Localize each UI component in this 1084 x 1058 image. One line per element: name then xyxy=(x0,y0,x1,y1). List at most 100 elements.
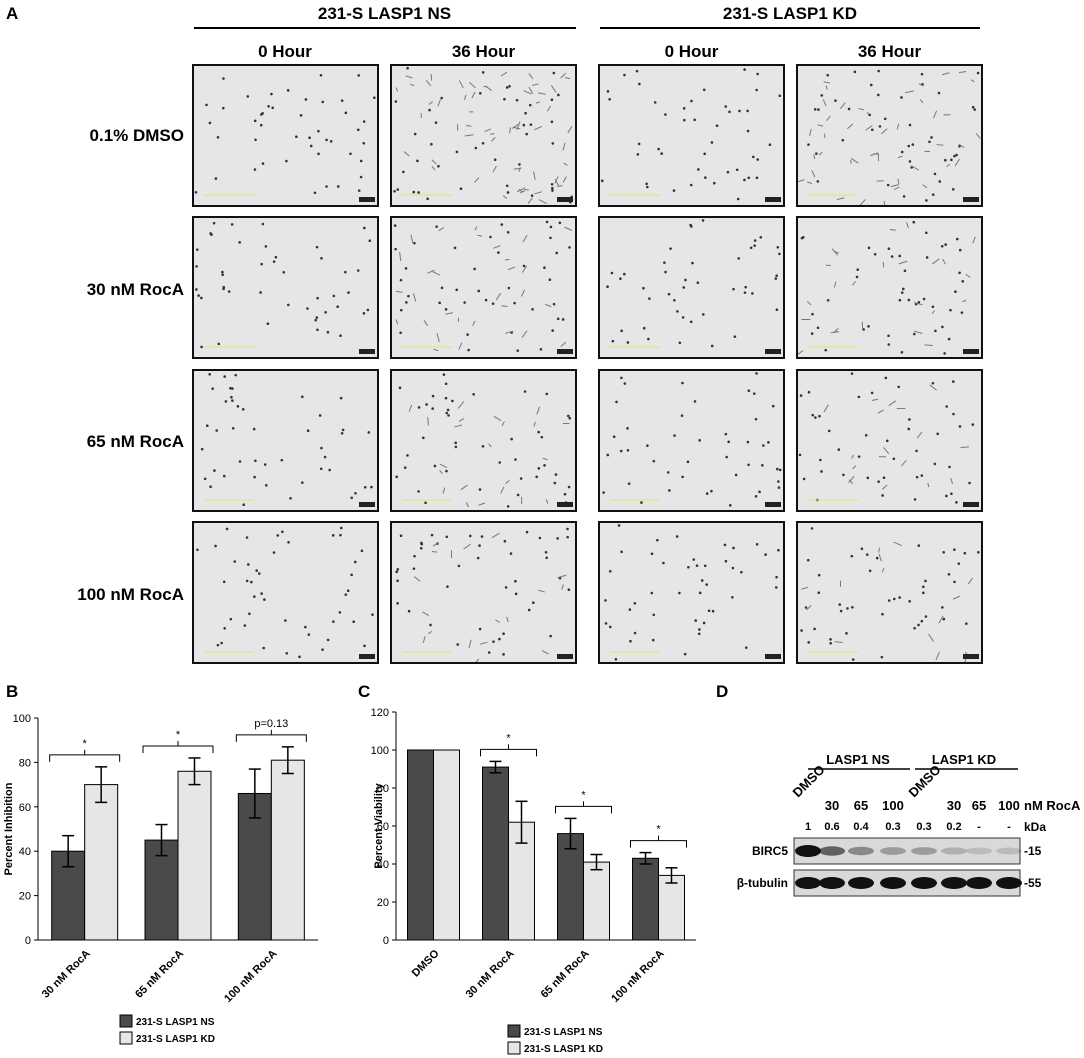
significance-bracket xyxy=(142,745,214,753)
micrograph-65nm-kd-0h xyxy=(598,369,785,512)
western-blot: LASP1 NS LASP1 KDDMSO1300.6650.41000.3DMS… xyxy=(737,752,1081,897)
quant-value: 1 xyxy=(805,821,811,833)
panel-label-c: C xyxy=(358,682,371,701)
y-tick-label: 120 xyxy=(371,707,389,719)
micrograph-30nm-kd-36h xyxy=(796,216,983,359)
lane-label: 100 xyxy=(882,798,904,813)
band xyxy=(911,847,937,855)
y-tick-label: 40 xyxy=(19,846,31,858)
group-line-kd xyxy=(600,27,980,29)
micrograph-100nm-ns-0h xyxy=(192,521,379,664)
band xyxy=(819,846,845,856)
lane-label: 100 xyxy=(998,798,1020,813)
band xyxy=(941,877,967,889)
band-kda: -55 xyxy=(1024,876,1042,890)
significance-label: * xyxy=(581,789,586,801)
x-tick-label: 100 nM RocA xyxy=(609,948,666,1005)
significance-bracket xyxy=(630,840,687,848)
bar xyxy=(433,749,460,941)
panel-label-d: D xyxy=(716,682,729,701)
band-kda: -15 xyxy=(1024,844,1042,858)
band xyxy=(819,877,845,889)
x-tick-label: DMSO xyxy=(410,947,442,979)
significance-label: * xyxy=(83,738,88,750)
micrograph-30nm-ns-0h xyxy=(192,216,379,359)
quant-value: 0.4 xyxy=(853,821,869,833)
band xyxy=(848,877,874,889)
row-label-65nm: 65 nM RocA xyxy=(86,432,184,451)
micrograph-100nm-kd-0h xyxy=(598,521,785,664)
y-tick-label: 40 xyxy=(377,859,389,871)
col-header-ns-0h: 0 Hour xyxy=(258,42,312,61)
x-tick-label: 100 nM RocA xyxy=(222,948,279,1005)
micrograph-dmso-kd-36h xyxy=(796,64,983,207)
y-tick-label: 100 xyxy=(13,713,31,725)
x-tick-label: 65 nM RocA xyxy=(539,948,592,1001)
y-tick-label: 20 xyxy=(377,897,389,909)
micrograph-dmso-ns-36h xyxy=(390,64,577,207)
lane-label: 30 xyxy=(825,798,839,813)
lane-label: DMSO xyxy=(790,762,828,800)
x-tick-label: 30 nM RocA xyxy=(40,948,93,1001)
lane-label: 65 xyxy=(854,798,868,813)
blot-group-kd: LASP1 KD xyxy=(932,752,996,767)
quant-value: 0.3 xyxy=(916,821,931,833)
micrograph-dmso-kd-0h xyxy=(598,64,785,207)
quant-value: 0.3 xyxy=(885,821,900,833)
bar xyxy=(237,792,272,941)
band xyxy=(795,845,821,857)
micrograph-65nm-kd-36h xyxy=(796,369,983,512)
band xyxy=(880,847,906,855)
significance-label: p=0.13 xyxy=(254,718,288,730)
micrograph-30nm-kd-0h xyxy=(598,216,785,359)
band xyxy=(848,846,874,856)
chart-percent-inhibition: 0 20 40 60 80 100 Percent Inhibition * 30 nM Roc… xyxy=(3,713,318,1045)
y-axis-label: Percent Viability xyxy=(373,782,385,868)
y-tick-label: 0 xyxy=(25,935,31,947)
bar xyxy=(84,784,119,941)
bar xyxy=(632,857,659,941)
chart-percent-viability: 0 20 40 60 80 100 120 Percent Viability DMSO * 30 … xyxy=(371,707,696,1055)
significance-bracket xyxy=(49,754,121,762)
bar xyxy=(482,766,509,941)
quant-value: - xyxy=(977,821,981,833)
row-label-100nm: 100 nM RocA xyxy=(77,585,184,604)
significance-bracket xyxy=(480,748,537,757)
bar xyxy=(583,861,610,941)
legend-swatch xyxy=(119,1031,133,1045)
bar xyxy=(270,759,305,941)
col-header-kd-36h: 36 Hour xyxy=(857,42,922,61)
band xyxy=(880,877,906,889)
col-header-kd-0h: 0 Hour xyxy=(664,42,719,61)
significance-bracket xyxy=(555,805,612,814)
legend-swatch xyxy=(119,1014,133,1028)
legend-label: 231-S LASP1 NS xyxy=(136,1017,215,1028)
x-tick-label: 65 nM RocA xyxy=(133,948,186,1001)
col-header-ns-36h: 36 Hour xyxy=(451,42,516,61)
y-tick-label: 80 xyxy=(377,783,389,795)
panel-label-a: A xyxy=(6,4,19,23)
panel-label-b: B xyxy=(6,682,19,701)
band xyxy=(966,877,992,889)
y-tick-label: 60 xyxy=(19,802,31,814)
lane-label: DMSO xyxy=(906,762,944,800)
legend-swatch xyxy=(507,1041,521,1055)
micrograph-65nm-ns-36h xyxy=(390,369,577,512)
band xyxy=(996,847,1022,855)
bar xyxy=(407,749,434,941)
y-tick-label: 20 xyxy=(19,891,31,903)
y-tick-label: 80 xyxy=(19,757,31,769)
group-title-kd: 231-S LASP1 KD xyxy=(722,4,858,23)
bar xyxy=(557,833,584,941)
band-label: BIRC5 xyxy=(752,844,788,858)
significance-bracket xyxy=(235,734,307,742)
micrograph-100nm-ns-36h xyxy=(390,521,577,664)
lane-label: 65 xyxy=(972,798,986,813)
legend-label: 231-S LASP1 KD xyxy=(524,1044,603,1055)
legend-label: 231-S LASP1 KD xyxy=(136,1034,215,1045)
quant-value: 0.6 xyxy=(824,821,839,833)
significance-label: * xyxy=(656,824,661,836)
bar xyxy=(144,839,179,941)
row-label-30nm: 30 nM RocA xyxy=(86,280,184,299)
quant-value: - xyxy=(1007,821,1011,833)
